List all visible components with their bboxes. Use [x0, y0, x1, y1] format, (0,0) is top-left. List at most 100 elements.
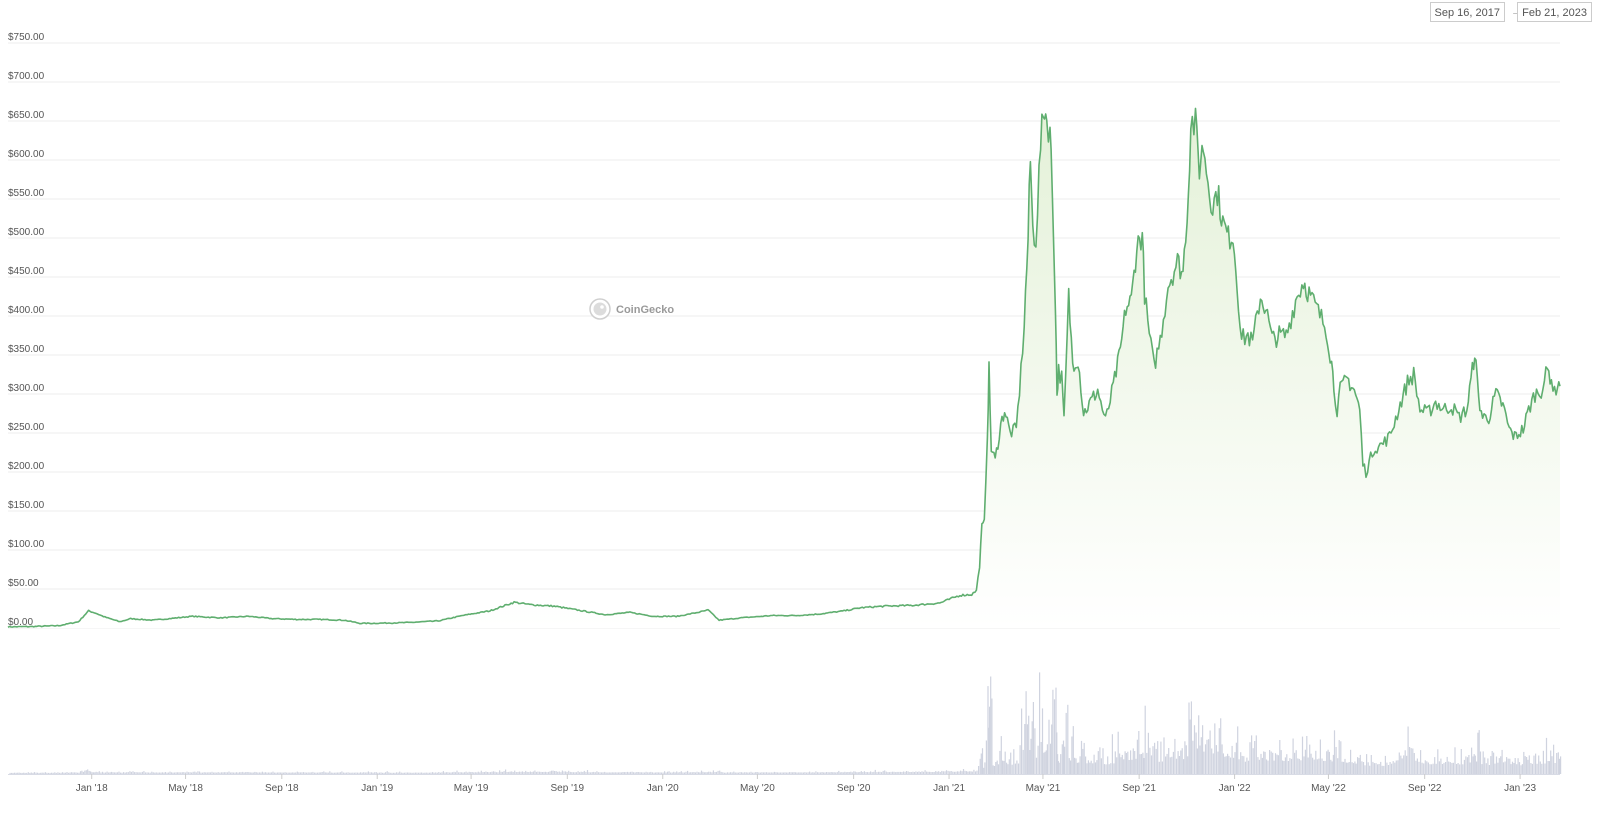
volume-bar [1384, 755, 1386, 774]
volume-bar [358, 772, 360, 774]
volume-bar [1415, 760, 1417, 774]
y-tick-label: $300.00 [8, 383, 45, 394]
volume-bar [960, 770, 962, 774]
volume-bar [1554, 763, 1556, 774]
volume-bar [987, 686, 989, 774]
volume-bar [659, 772, 661, 774]
volume-bar [1035, 757, 1038, 774]
volume-bar [965, 771, 968, 774]
volume-bar [160, 772, 162, 774]
volume-bar [1520, 765, 1522, 774]
volume-bar [1473, 754, 1475, 774]
volume-bar [1086, 763, 1088, 774]
volume-bar [1398, 752, 1400, 774]
volume-bar [929, 771, 931, 774]
volume-bar [551, 770, 553, 774]
volume-bar [413, 772, 415, 774]
volume-bar [1391, 763, 1393, 774]
volume-bar [1406, 755, 1408, 774]
volume-bar [81, 770, 83, 774]
volume-bar [327, 772, 329, 774]
volume-bar [670, 772, 672, 774]
volume-bar [1090, 760, 1092, 774]
volume-bar [1022, 749, 1024, 774]
volume-bar [296, 771, 298, 774]
y-tick-label: $750.00 [8, 32, 45, 43]
y-tick-label: $650.00 [8, 110, 45, 121]
volume-bar [82, 771, 84, 774]
volume-bar [1246, 757, 1248, 774]
volume-bar [306, 772, 308, 774]
volume-bar [926, 771, 928, 774]
volume-bar [234, 772, 236, 774]
volume-bar [277, 772, 279, 774]
volume-bar [1367, 762, 1369, 774]
volume-bar [839, 772, 841, 774]
volume-bar [703, 772, 705, 774]
volume-bar [932, 772, 934, 774]
volume-bar [30, 772, 32, 774]
volume-bar [108, 772, 110, 774]
volume-bar [52, 772, 54, 774]
volume-bar [293, 772, 295, 774]
volume-bar [1352, 763, 1355, 774]
volume-bar [1058, 762, 1060, 774]
volume-bar [383, 772, 385, 774]
volume-bar [419, 772, 421, 774]
volume-bar [467, 772, 469, 774]
volume-bar [1536, 763, 1538, 774]
volume-bar [967, 771, 969, 774]
volume-bar [66, 772, 68, 774]
volume-bar [1377, 764, 1379, 774]
volume-bar [1150, 755, 1153, 774]
volume-bar [246, 772, 248, 774]
volume-bar [1539, 761, 1541, 774]
volume-bar [962, 769, 965, 774]
volume-bar [1057, 754, 1059, 774]
volume-bar [151, 771, 153, 774]
volume-bar [605, 772, 607, 774]
volume-bar [1096, 760, 1098, 774]
volume-bar [515, 772, 517, 774]
volume-bar [936, 771, 938, 774]
volume-bar [590, 772, 592, 774]
volume-bar [421, 772, 423, 774]
volume-bar [217, 772, 219, 774]
volume-bar [645, 771, 647, 774]
range-end-input[interactable]: Feb 21, 2023 [1517, 2, 1592, 22]
volume-bar [1378, 764, 1380, 774]
volume-bar [1149, 747, 1151, 774]
volume-bar [448, 772, 451, 774]
volume-bar [619, 772, 621, 774]
volume-bar [355, 772, 357, 774]
volume-bar [321, 772, 323, 774]
volume-bar [1204, 744, 1207, 774]
volume-bar [991, 698, 993, 774]
volume-bar [1273, 760, 1275, 774]
volume-bar [1298, 758, 1300, 774]
volume-bar [1061, 744, 1063, 774]
volume-bar [461, 772, 463, 774]
range-start-input[interactable]: Sep 16, 2017 [1429, 2, 1505, 22]
volume-bar [1237, 726, 1239, 774]
volume-bar [242, 771, 244, 774]
volume-bar [281, 772, 283, 774]
volume-bar [1474, 755, 1476, 774]
volume-bar [414, 772, 416, 774]
volume-bar [709, 771, 711, 774]
volume-bar [263, 772, 265, 774]
volume-bar [1493, 752, 1495, 774]
volume-bar [1488, 765, 1490, 774]
volume-bar [1258, 759, 1260, 774]
volume-bar [187, 772, 190, 774]
volume-bar [647, 772, 649, 774]
volume-bar [728, 772, 730, 774]
volume-bar [1269, 750, 1271, 774]
volume-bar [464, 772, 466, 774]
volume-bar [766, 772, 768, 774]
volume-bar [1117, 731, 1119, 774]
volume-bar [85, 770, 87, 774]
price-line[interactable] [7, 107, 1561, 628]
volume-bar [870, 771, 872, 774]
